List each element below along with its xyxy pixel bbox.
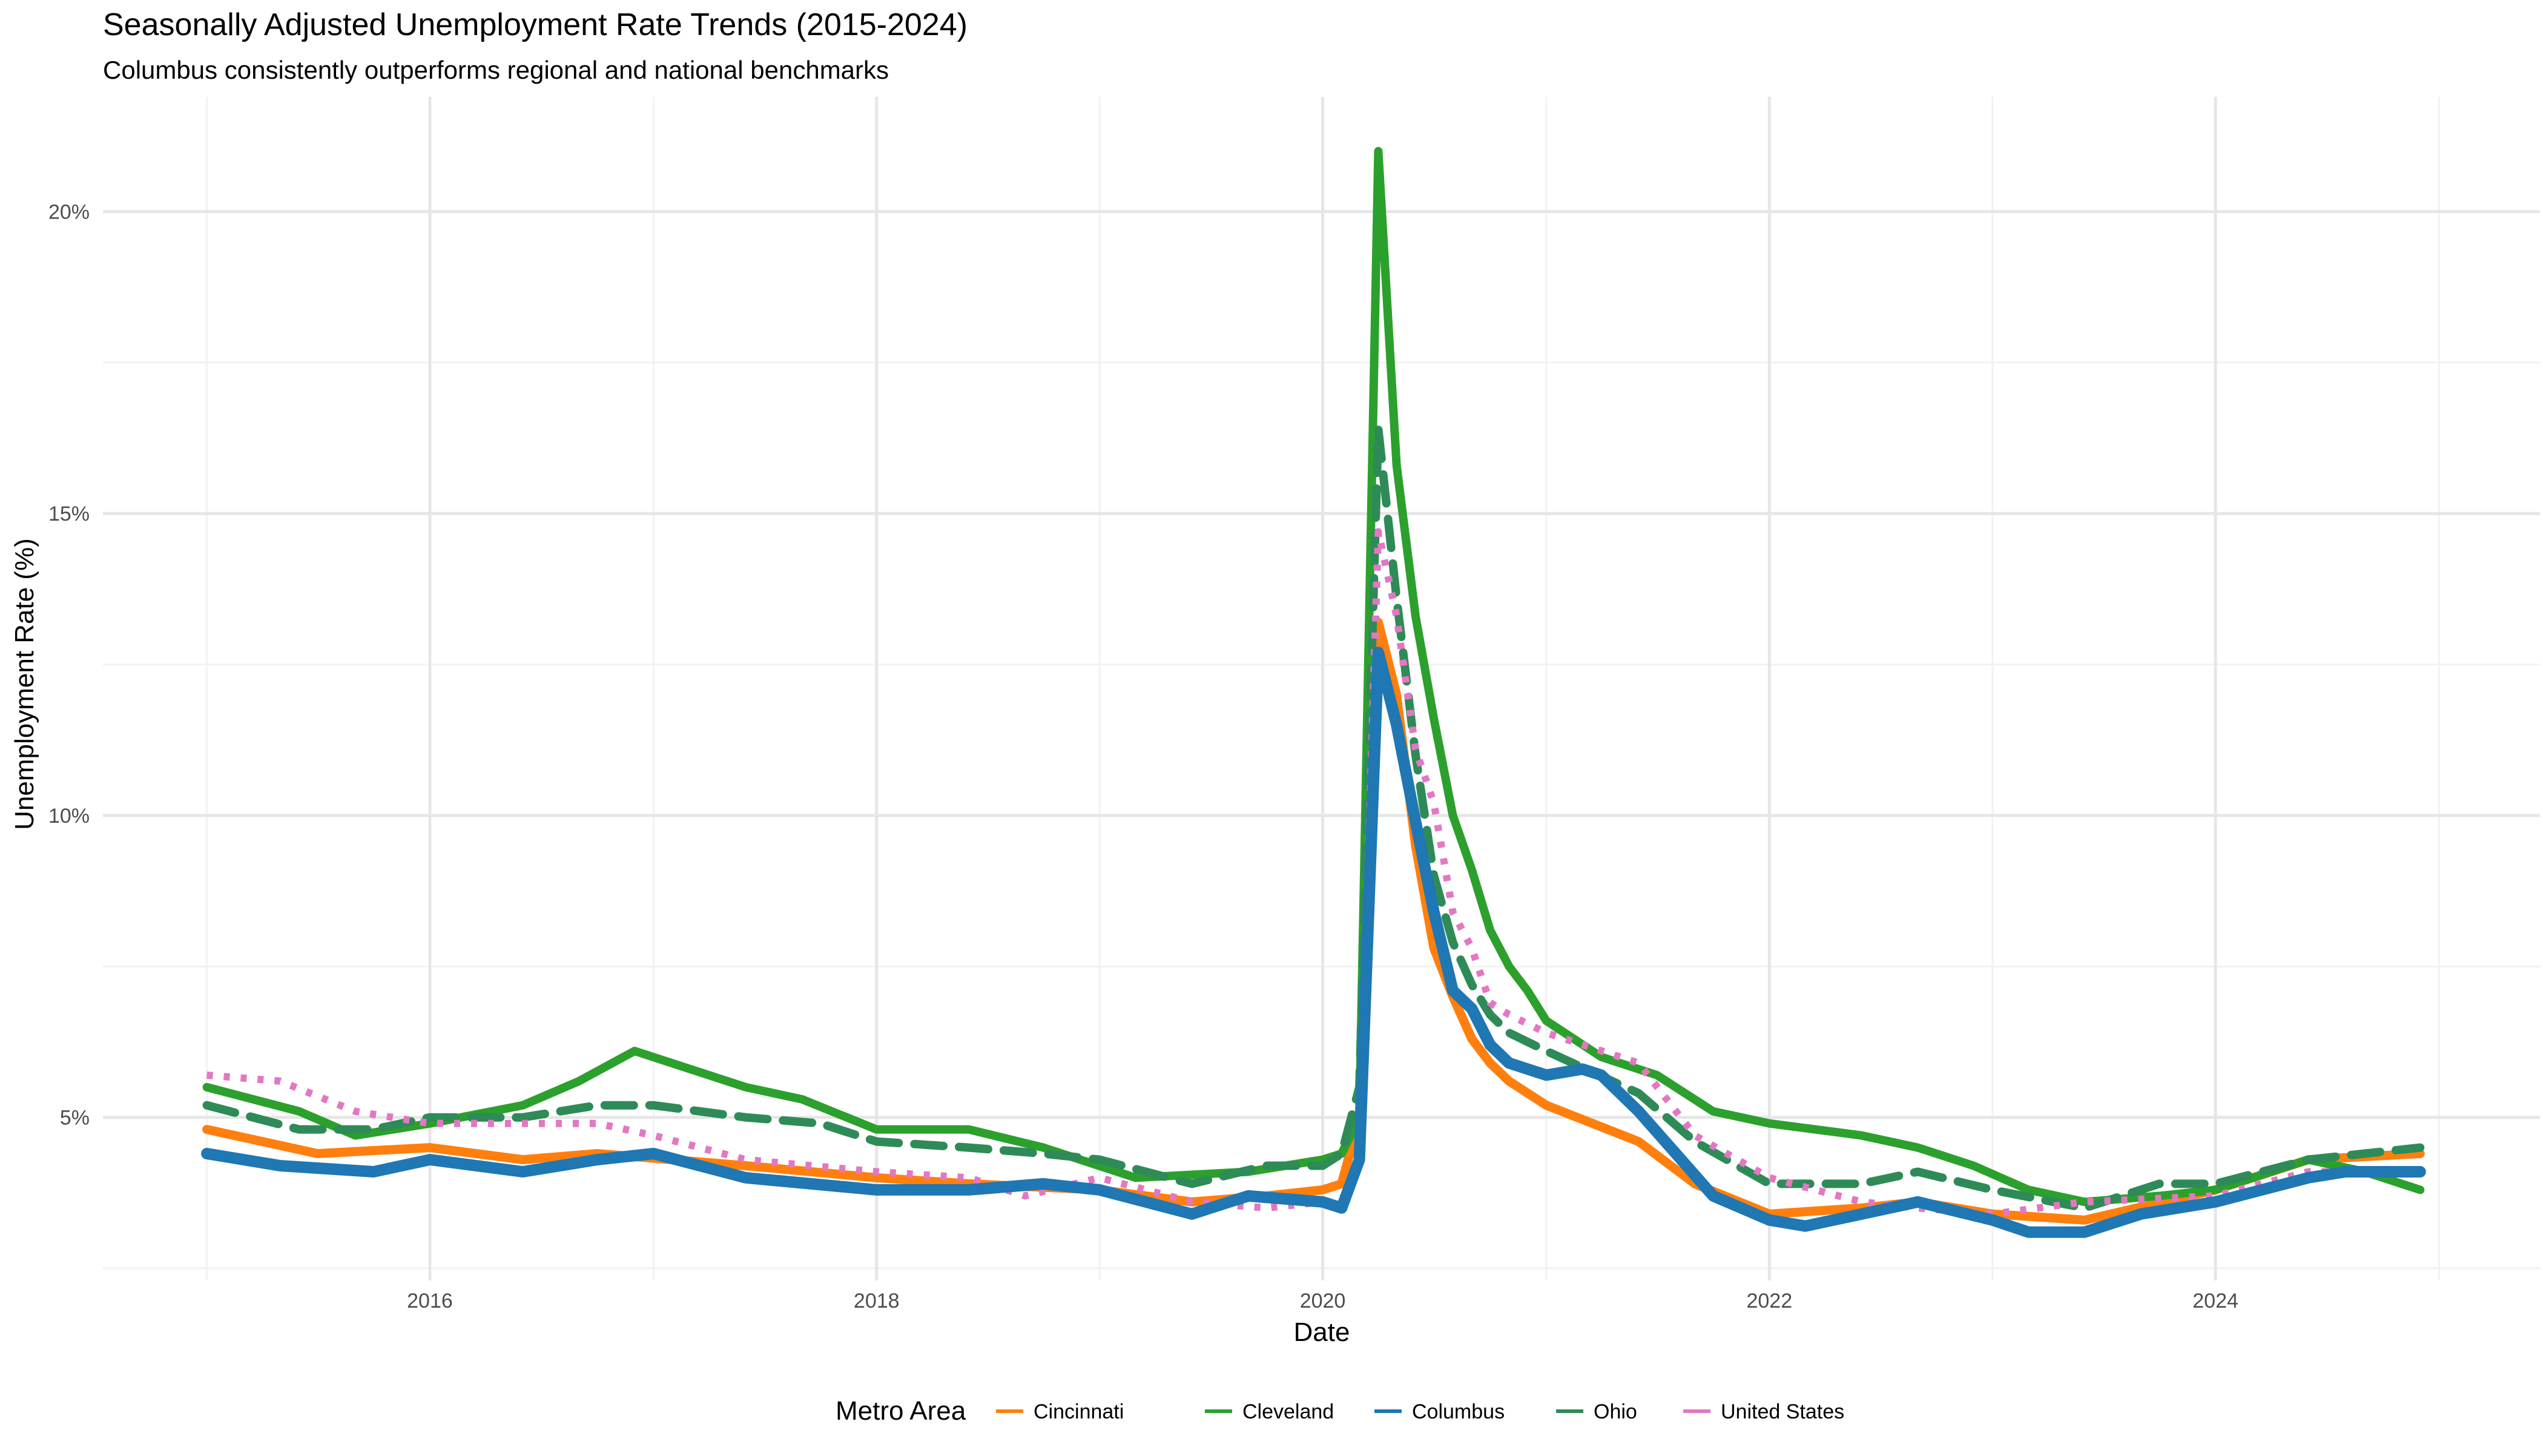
- series-line-united-states: [206, 528, 2421, 1218]
- y-tick-label: 5%: [60, 1107, 90, 1130]
- x-axis-title: Date: [1294, 1317, 1350, 1347]
- y-tick-label: 20%: [48, 201, 90, 224]
- legend-label: Ohio: [1594, 1400, 1637, 1423]
- x-tick-label: 2024: [2192, 1290, 2238, 1313]
- series-line-cleveland: [202, 147, 2425, 1207]
- series-line-columbus: [201, 647, 2426, 1238]
- x-tick-label: 2016: [407, 1290, 453, 1313]
- legend-label: United States: [1721, 1400, 1844, 1423]
- series-lines: [201, 147, 2426, 1238]
- y-tick-label: 15%: [48, 502, 90, 525]
- legend-label: Cincinnati: [1034, 1400, 1124, 1423]
- y-axis-title: Unemployment Rate (%): [10, 538, 39, 830]
- legend-title: Metro Area: [836, 1396, 966, 1426]
- series-line-ohio: [202, 424, 2425, 1213]
- legend: Metro Area Cincinnati Cleveland Columbus Oh…: [836, 1396, 1844, 1426]
- legend-label: Cleveland: [1242, 1400, 1334, 1423]
- x-tick-label: 2020: [1300, 1290, 1346, 1313]
- y-tick-label: 10%: [48, 805, 90, 828]
- legend-label: Columbus: [1412, 1400, 1505, 1423]
- x-tick-label: 2018: [854, 1290, 900, 1313]
- chart-title: Seasonally Adjusted Unemployment Rate Tr…: [103, 7, 968, 42]
- gridlines: [103, 97, 2540, 1280]
- x-tick-label: 2022: [1746, 1290, 1792, 1313]
- axes: 5% 10% 15% 20% 2016 2018 2020 2022 2024: [48, 201, 2238, 1313]
- chart-subtitle: Columbus consistently outperforms region…: [103, 56, 889, 84]
